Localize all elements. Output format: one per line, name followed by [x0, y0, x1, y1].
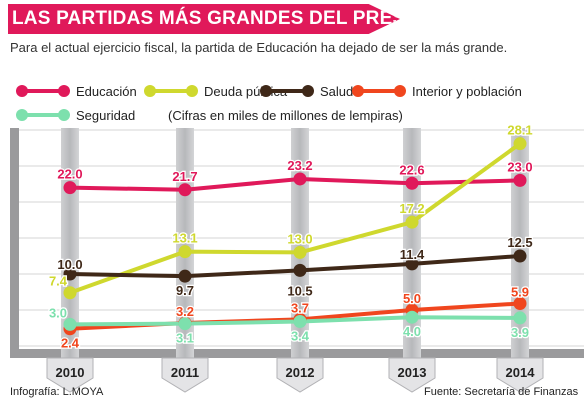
year-plaque [276, 357, 324, 393]
year-plaque [161, 357, 209, 393]
legend-item-salud: Salud [260, 82, 354, 100]
x-tick-labels: 2010 2011 2012 2013 2014 [56, 365, 536, 380]
legend-swatch-educacion [16, 85, 70, 97]
year-plaque [388, 357, 436, 393]
data-point-deuda-publica [513, 137, 527, 151]
x-tick-label: 2014 [506, 365, 536, 380]
data-label-deuda-publica: 17.2 [399, 201, 424, 216]
data-point-salud [178, 269, 192, 283]
x-tick-label: 2012 [286, 365, 315, 380]
legend-swatch-seguridad [16, 109, 70, 121]
data-label-interior-y-poblacion: 3.7 [291, 300, 309, 315]
data-label-educacion: 22.0 [57, 167, 82, 182]
data-point-educacion [63, 181, 77, 195]
units-note: (Cifras en miles de millones de lempiras… [168, 108, 403, 123]
year-plaque [496, 357, 544, 393]
data-label-seguridad: 4.0 [403, 324, 421, 339]
legend-swatch-interior [352, 85, 406, 97]
data-label-educacion: 23.2 [287, 158, 312, 173]
data-point-seguridad [405, 310, 419, 324]
data-point-seguridad [513, 311, 527, 325]
data-label-interior-y-poblacion: 3.2 [176, 304, 194, 319]
x-tick-label: 2013 [398, 365, 427, 380]
data-label-seguridad: 3.0 [49, 305, 67, 320]
series-points [63, 137, 527, 336]
data-point-salud [63, 267, 77, 281]
credit-text: Infografía: L.MOYA [10, 386, 104, 398]
data-label-interior-y-poblacion: 5.0 [403, 291, 421, 306]
data-label-educacion: 22.6 [399, 162, 424, 177]
data-labels: 22.0 21.7 23.2 22.6 23.0 7.4 13.1 13.0 17.2 28.1 1… [48, 121, 534, 352]
data-point-educacion [178, 183, 192, 197]
chart-title: LAS PARTIDAS MÁS GRANDES DEL PRESUPUESTO [8, 4, 400, 34]
data-point-salud [513, 249, 527, 263]
source-text: Fuente: Secretaría de Finanzas [424, 386, 579, 398]
data-point-interior-y-poblacion [513, 297, 527, 311]
year-shaft [291, 128, 309, 360]
legend-swatch-salud [260, 85, 314, 97]
data-label-salud: 10.5 [287, 283, 312, 298]
legend-swatch-deuda [144, 85, 198, 97]
data-label-deuda-publica: 7.4 [49, 274, 68, 289]
data-point-seguridad [63, 317, 77, 331]
data-label-seguridad: 3.9 [511, 325, 529, 340]
x-tick-label: 2010 [56, 365, 85, 380]
data-label-interior-y-poblacion: 5.9 [511, 285, 529, 300]
year-plaque [46, 357, 94, 393]
legend-label-interior: Interior y población [412, 83, 522, 99]
data-label-deuda-publica: 28.1 [507, 123, 532, 138]
data-point-salud [405, 257, 419, 271]
legend-label-educacion: Educación [76, 83, 137, 99]
legend-label-seguridad: Seguridad [76, 107, 136, 123]
x-tick-label: 2011 [171, 365, 199, 380]
data-point-educacion [405, 176, 419, 190]
data-point-deuda-publica [178, 245, 192, 259]
data-point-deuda-publica [63, 286, 77, 300]
legend-label-salud: Salud [320, 83, 354, 99]
data-point-educacion [513, 173, 527, 187]
data-point-deuda-publica [405, 215, 419, 229]
chart-subtitle: Para el actual ejercicio fiscal, la part… [10, 40, 508, 55]
data-point-educacion [293, 172, 307, 186]
data-point-salud [293, 263, 307, 277]
legend-item-educacion: Educación [16, 82, 137, 100]
data-label-educacion: 21.7 [172, 169, 197, 184]
data-label-salud: 12.5 [507, 235, 532, 250]
data-point-seguridad [293, 315, 307, 329]
data-label-interior-y-poblacion: 2.4 [61, 336, 80, 351]
data-label-salud: 11.4 [400, 247, 425, 262]
data-label-educacion: 23.0 [507, 159, 532, 174]
legend-item-seguridad: Seguridad [16, 106, 136, 124]
data-label-salud: 9.7 [176, 283, 194, 298]
data-label-salud: 10.0 [57, 257, 82, 272]
legend-item-interior: Interior y población [352, 82, 522, 100]
data-label-seguridad: 3.1 [176, 331, 194, 346]
data-point-deuda-publica [293, 245, 307, 259]
data-point-seguridad [178, 317, 192, 331]
data-label-deuda-publica: 13.0 [287, 231, 312, 246]
data-label-deuda-publica: 13.1 [172, 231, 197, 246]
data-label-seguridad: 3.4 [291, 329, 310, 344]
y-axis-bar [10, 128, 19, 356]
